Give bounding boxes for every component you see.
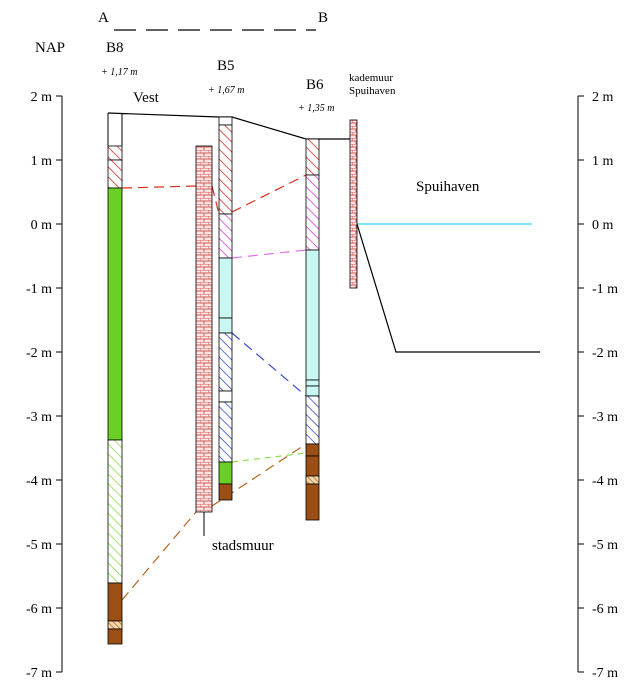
datum-label: NAP [35, 40, 65, 56]
borehole-b5-elevation: + 1,67 m [208, 85, 244, 96]
vest-label: Vest [133, 90, 160, 106]
right-depth-axis: 2 m 1 m 0 m -1 m -2 m -3 m -4 m -5 m -6 m -7 m [577, 90, 618, 681]
left-axis-tick-label: -1 m [26, 282, 52, 297]
correlation-line-green [231, 452, 307, 463]
borehole-b8-label: B8 [106, 40, 124, 56]
left-axis-tick-label: -7 m [26, 666, 52, 681]
city-wall-label: stadsmuur [212, 538, 274, 554]
right-axis-tick-label: -2 m [592, 346, 618, 361]
borehole-b6-elevation: + 1,35 m [298, 103, 334, 114]
left-axis-tick-label: 0 m [31, 218, 53, 233]
quay-wall-structure [349, 119, 358, 289]
borehole-b8-elevation: + 1,17 m [101, 67, 137, 78]
left-axis-tick-label: 2 m [31, 90, 53, 105]
right-axis-tick-label: -7 m [592, 666, 618, 681]
left-axis-tick-label: -4 m [26, 474, 52, 489]
harbour-label: Spuihaven [416, 179, 480, 195]
left-axis-tick-label: -2 m [26, 346, 52, 361]
correlation-line-magenta [231, 249, 307, 259]
right-axis-tick-label: -4 m [592, 474, 618, 489]
right-axis-tick-label: 2 m [592, 90, 614, 105]
quay-wall-label-2: Spuihaven [349, 85, 396, 97]
right-axis-tick-label: 0 m [592, 218, 614, 233]
correlation-lines [121, 174, 307, 601]
borehole-b5-column [218, 116, 233, 501]
section-start-label: A [98, 10, 109, 26]
right-axis-tick-label: -1 m [592, 282, 618, 297]
right-axis-tick-label: -6 m [592, 602, 618, 617]
correlation-line-red-2 [211, 185, 220, 215]
borehole-b6-label: B6 [306, 77, 324, 93]
right-axis-tick-label: -3 m [592, 410, 618, 425]
section-end-label: B [318, 10, 328, 26]
borehole-b8-column [107, 145, 123, 645]
harbour-bed-line [356, 223, 540, 353]
correlation-line-blue [231, 332, 307, 397]
city-wall-structure [195, 145, 213, 536]
left-axis-tick-label: 1 m [31, 154, 53, 169]
left-axis-tick-label: -6 m [26, 602, 52, 617]
correlation-line-red-3 [231, 174, 307, 213]
borehole-b5-label: B5 [217, 58, 235, 74]
left-axis-tick-label: -5 m [26, 538, 52, 553]
correlation-line-brown-1 [121, 511, 197, 601]
correlation-line-red-1 [121, 185, 197, 189]
right-axis-tick-label: -5 m [592, 538, 618, 553]
right-axis-tick-label: 1 m [592, 154, 614, 169]
borehole-b6-column [305, 138, 320, 521]
quay-wall-label: kademuur [349, 72, 393, 84]
left-depth-axis: 2 m 1 m 0 m -1 m -2 m -3 m -4 m -5 m -6 m -7 m [26, 90, 63, 681]
left-axis-tick-label: -3 m [26, 410, 52, 425]
